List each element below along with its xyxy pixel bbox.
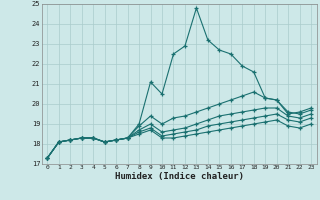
X-axis label: Humidex (Indice chaleur): Humidex (Indice chaleur) <box>115 172 244 181</box>
